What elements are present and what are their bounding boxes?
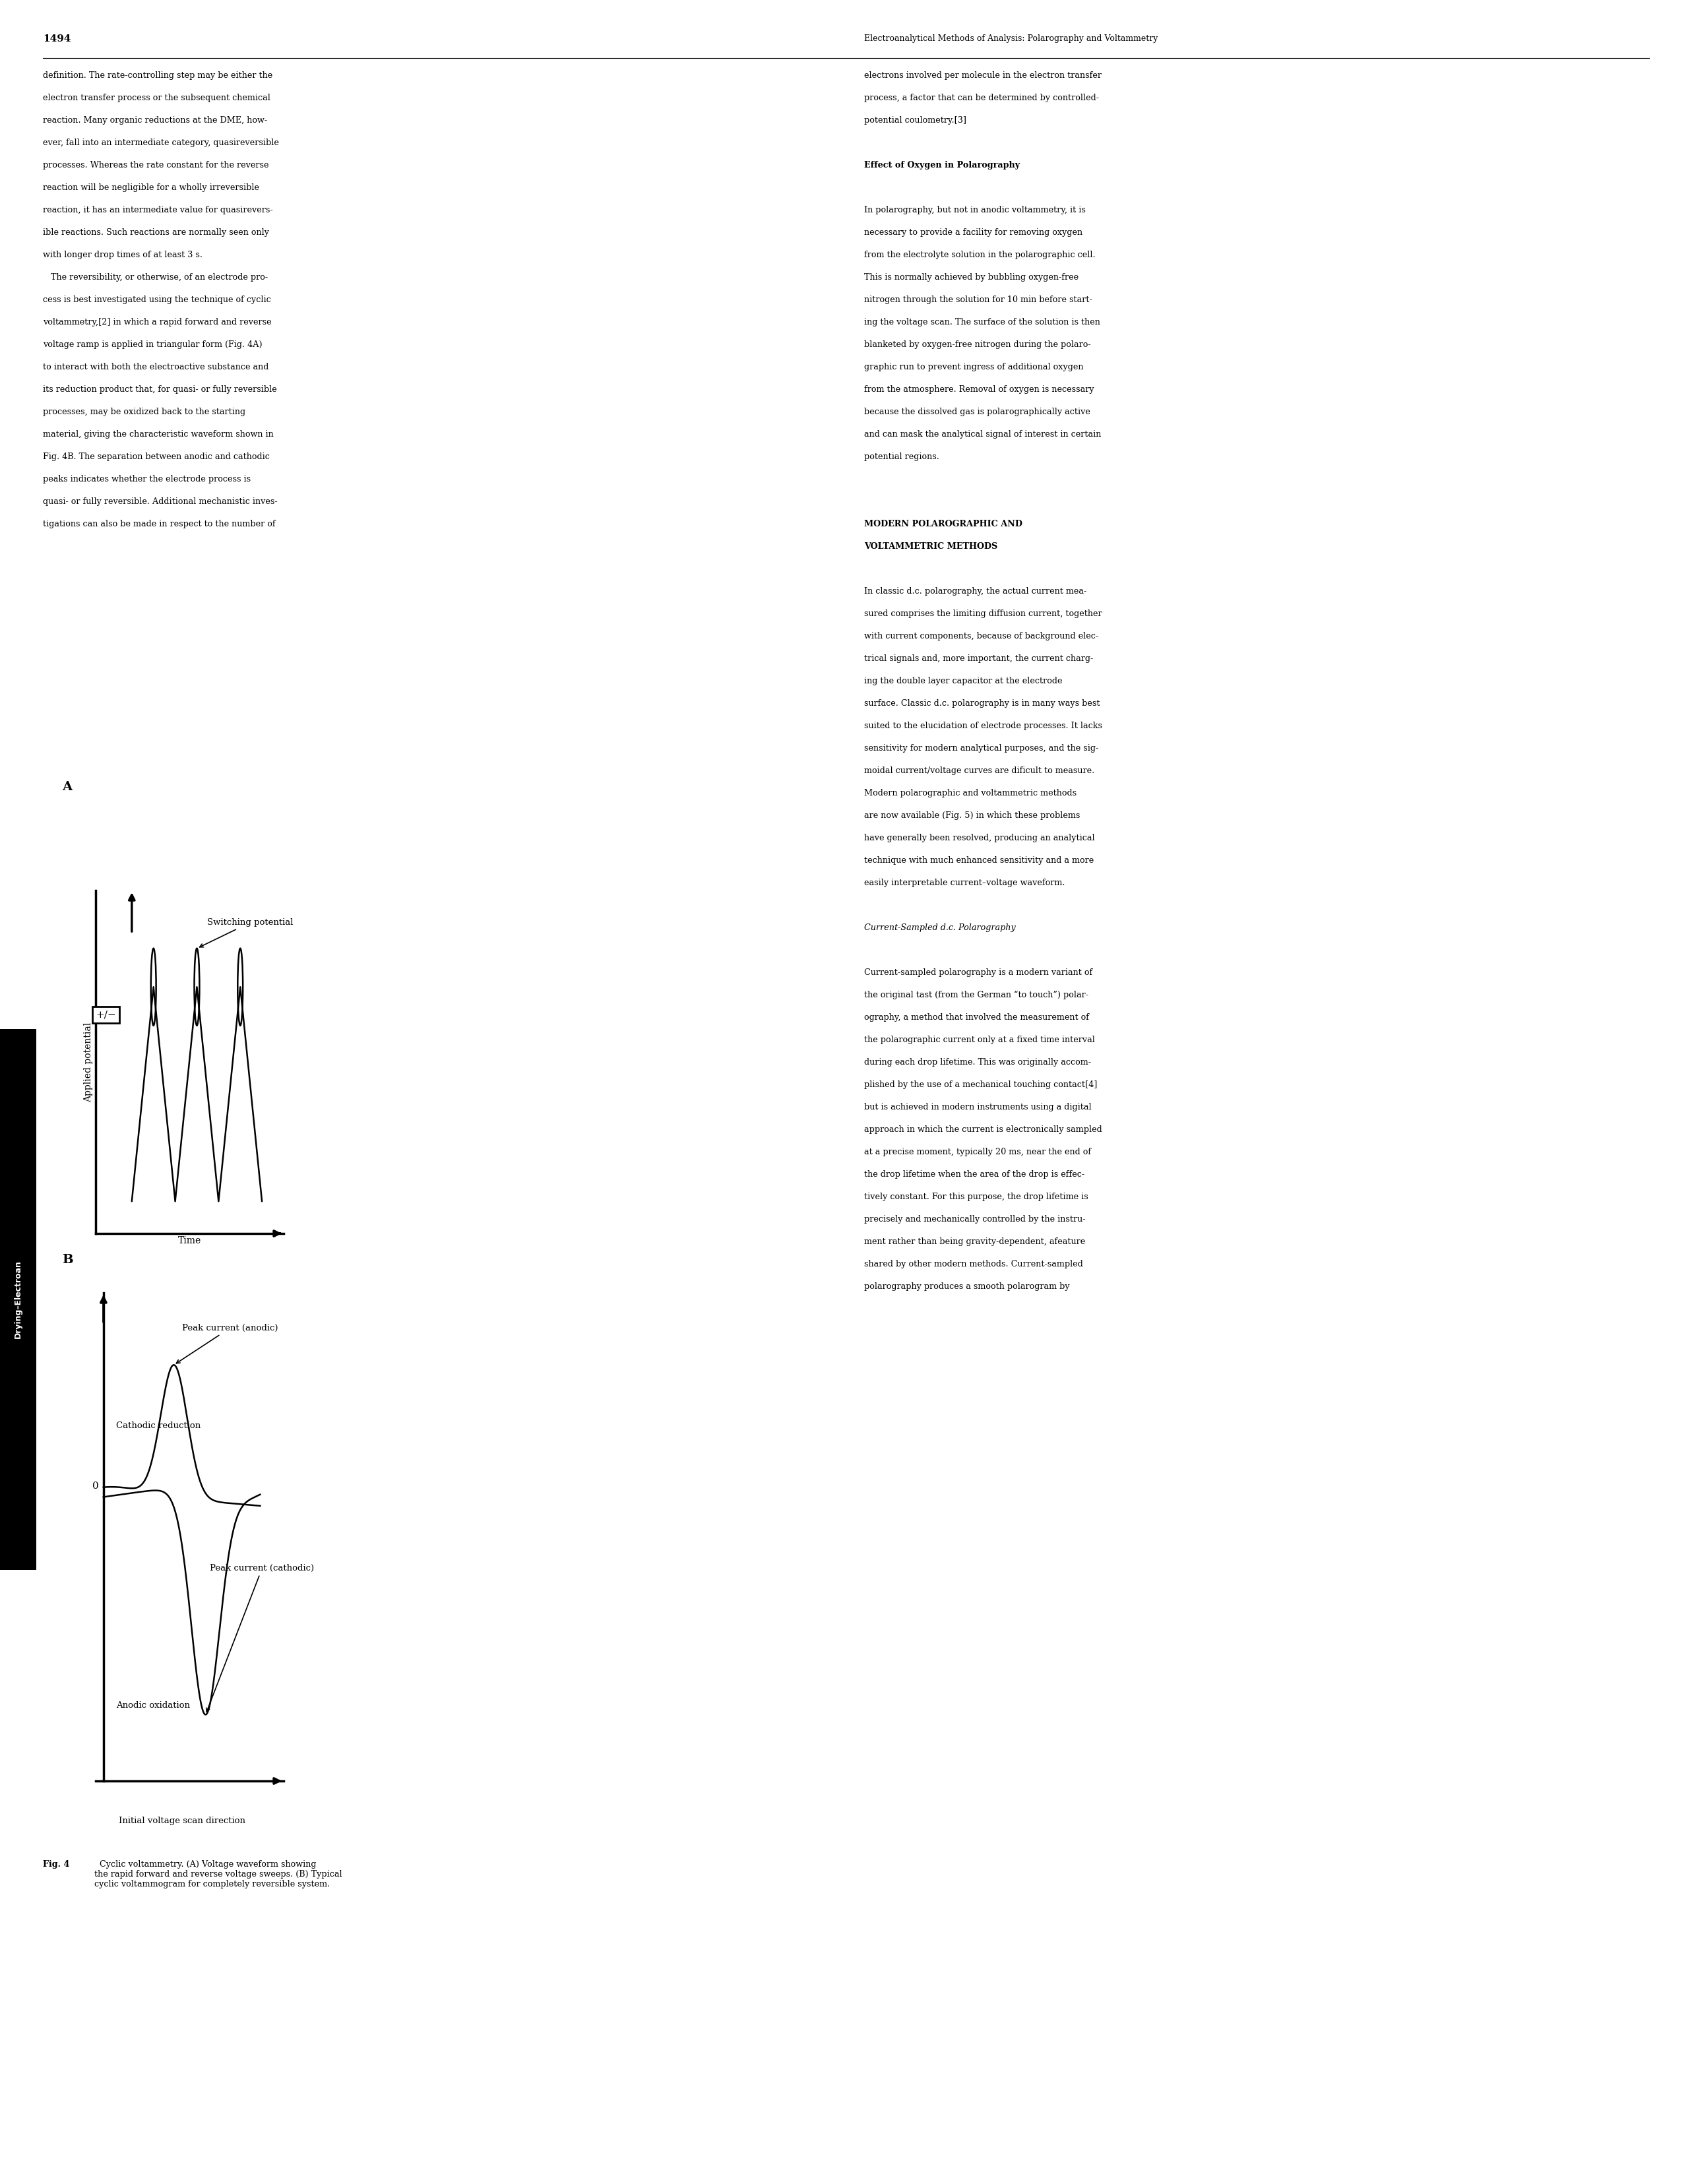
Text: Switching potential: Switching potential bbox=[199, 917, 292, 948]
Text: are now available (Fig. 5) in which these problems: are now available (Fig. 5) in which thes… bbox=[864, 810, 1080, 819]
Text: This is normally achieved by bubbling oxygen-free: This is normally achieved by bubbling ox… bbox=[864, 273, 1078, 282]
Text: plished by the use of a mechanical touching contact[4]: plished by the use of a mechanical touch… bbox=[864, 1081, 1097, 1090]
Text: processes. Whereas the rate constant for the reverse: processes. Whereas the rate constant for… bbox=[42, 162, 269, 170]
Text: voltage ramp is applied in triangular form (Fig. 4A): voltage ramp is applied in triangular fo… bbox=[42, 341, 262, 349]
Y-axis label: Applied potential: Applied potential bbox=[84, 1022, 93, 1103]
Text: at a precise moment, typically 20 ms, near the end of: at a precise moment, typically 20 ms, ne… bbox=[864, 1149, 1092, 1155]
Text: blanketed by oxygen-free nitrogen during the polaro-: blanketed by oxygen-free nitrogen during… bbox=[864, 341, 1090, 349]
Text: surface. Classic d.c. polarography is in many ways best: surface. Classic d.c. polarography is in… bbox=[864, 699, 1100, 708]
Text: MODERN POLAROGRAPHIC AND: MODERN POLAROGRAPHIC AND bbox=[864, 520, 1022, 529]
Text: Initial voltage scan direction: Initial voltage scan direction bbox=[118, 1817, 245, 1826]
Text: electron transfer process or the subsequent chemical: electron transfer process or the subsequ… bbox=[42, 94, 270, 103]
Text: have generally been resolved, producing an analytical: have generally been resolved, producing … bbox=[864, 834, 1095, 843]
Text: polarography produces a smooth polarogram by: polarography produces a smooth polarogra… bbox=[864, 1282, 1070, 1291]
Text: Cathodic reduction: Cathodic reduction bbox=[117, 1422, 201, 1431]
Text: VOLTAMMETRIC METHODS: VOLTAMMETRIC METHODS bbox=[864, 542, 997, 550]
Text: ing the double layer capacitor at the electrode: ing the double layer capacitor at the el… bbox=[864, 677, 1063, 686]
Text: ment rather than being gravity-dependent, afeature: ment rather than being gravity-dependent… bbox=[864, 1238, 1085, 1247]
Text: ever, fall into an intermediate category, quasireversible: ever, fall into an intermediate category… bbox=[42, 138, 279, 146]
Text: Modern polarographic and voltammetric methods: Modern polarographic and voltammetric me… bbox=[864, 788, 1077, 797]
Text: Peak current (anodic): Peak current (anodic) bbox=[176, 1324, 277, 1363]
Text: Peak current (cathodic): Peak current (cathodic) bbox=[206, 1564, 314, 1712]
Text: ible reactions. Such reactions are normally seen only: ible reactions. Such reactions are norma… bbox=[42, 229, 269, 236]
Text: B: B bbox=[63, 1254, 73, 1267]
Text: cess is best investigated using the technique of cyclic: cess is best investigated using the tech… bbox=[42, 295, 270, 304]
Text: process, a factor that can be determined by controlled-: process, a factor that can be determined… bbox=[864, 94, 1098, 103]
Text: the original tast (from the German “to touch”) polar-: the original tast (from the German “to t… bbox=[864, 992, 1088, 1000]
Text: potential regions.: potential regions. bbox=[864, 452, 940, 461]
Text: nitrogen through the solution for 10 min before start-: nitrogen through the solution for 10 min… bbox=[864, 295, 1092, 304]
Text: peaks indicates whether the electrode process is: peaks indicates whether the electrode pr… bbox=[42, 474, 250, 483]
Text: tigations can also be made in respect to the number of: tigations can also be made in respect to… bbox=[42, 520, 275, 529]
Text: the drop lifetime when the area of the drop is effec-: the drop lifetime when the area of the d… bbox=[864, 1171, 1085, 1179]
Text: Anodic oxidation: Anodic oxidation bbox=[117, 1701, 189, 1710]
Text: ography, a method that involved the measurement of: ography, a method that involved the meas… bbox=[864, 1013, 1088, 1022]
Text: Fig. 4: Fig. 4 bbox=[42, 1861, 69, 1870]
Text: reaction will be negligible for a wholly irreversible: reaction will be negligible for a wholly… bbox=[42, 183, 259, 192]
Text: approach in which the current is electronically sampled: approach in which the current is electro… bbox=[864, 1125, 1102, 1133]
Text: technique with much enhanced sensitivity and a more: technique with much enhanced sensitivity… bbox=[864, 856, 1093, 865]
Text: moidal current/voltage curves are dificult to measure.: moidal current/voltage curves are dificu… bbox=[864, 767, 1095, 775]
Text: reaction. Many organic reductions at the DME, how-: reaction. Many organic reductions at the… bbox=[42, 116, 267, 124]
Text: its reduction product that, for quasi- or fully reversible: its reduction product that, for quasi- o… bbox=[42, 384, 277, 393]
Text: graphic run to prevent ingress of additional oxygen: graphic run to prevent ingress of additi… bbox=[864, 363, 1083, 371]
Text: voltammetry,[2] in which a rapid forward and reverse: voltammetry,[2] in which a rapid forward… bbox=[42, 319, 272, 328]
Text: easily interpretable current–voltage waveform.: easily interpretable current–voltage wav… bbox=[864, 878, 1065, 887]
Text: the polarographic current only at a fixed time interval: the polarographic current only at a fixe… bbox=[864, 1035, 1095, 1044]
Text: sured comprises the limiting diffusion current, together: sured comprises the limiting diffusion c… bbox=[864, 609, 1102, 618]
Text: electrons involved per molecule in the electron transfer: electrons involved per molecule in the e… bbox=[864, 72, 1102, 81]
Text: suited to the elucidation of electrode processes. It lacks: suited to the elucidation of electrode p… bbox=[864, 721, 1102, 729]
Text: In polarography, but not in anodic voltammetry, it is: In polarography, but not in anodic volta… bbox=[864, 205, 1085, 214]
Text: Current-Sampled d.c. Polarography: Current-Sampled d.c. Polarography bbox=[864, 924, 1016, 933]
Text: with current components, because of background elec-: with current components, because of back… bbox=[864, 631, 1098, 640]
Text: and can mask the analytical signal of interest in certain: and can mask the analytical signal of in… bbox=[864, 430, 1102, 439]
Text: The reversibility, or otherwise, of an electrode pro-: The reversibility, or otherwise, of an e… bbox=[42, 273, 269, 282]
Text: A: A bbox=[63, 780, 71, 793]
Text: trical signals and, more important, the current charg-: trical signals and, more important, the … bbox=[864, 655, 1093, 664]
X-axis label: Time: Time bbox=[177, 1236, 201, 1245]
Text: sensitivity for modern analytical purposes, and the sig-: sensitivity for modern analytical purpos… bbox=[864, 745, 1098, 753]
Text: to interact with both the electroactive substance and: to interact with both the electroactive … bbox=[42, 363, 269, 371]
Text: Drying–Electroan: Drying–Electroan bbox=[14, 1260, 22, 1339]
Bar bbox=[0, 1029, 35, 1570]
Text: from the atmosphere. Removal of oxygen is necessary: from the atmosphere. Removal of oxygen i… bbox=[864, 384, 1093, 393]
Text: definition. The rate-controlling step may be either the: definition. The rate-controlling step ma… bbox=[42, 72, 272, 81]
Text: ing the voltage scan. The surface of the solution is then: ing the voltage scan. The surface of the… bbox=[864, 319, 1100, 328]
Text: processes, may be oxidized back to the starting: processes, may be oxidized back to the s… bbox=[42, 408, 245, 417]
Text: tively constant. For this purpose, the drop lifetime is: tively constant. For this purpose, the d… bbox=[864, 1192, 1088, 1201]
Text: potential coulometry.[3]: potential coulometry.[3] bbox=[864, 116, 967, 124]
Text: 1494: 1494 bbox=[42, 35, 71, 44]
Text: from the electrolyte solution in the polarographic cell.: from the electrolyte solution in the pol… bbox=[864, 251, 1095, 260]
Text: but is achieved in modern instruments using a digital: but is achieved in modern instruments us… bbox=[864, 1103, 1092, 1112]
Text: material, giving the characteristic waveform shown in: material, giving the characteristic wave… bbox=[42, 430, 274, 439]
Text: with longer drop times of at least 3 s.: with longer drop times of at least 3 s. bbox=[42, 251, 203, 260]
Text: In classic d.c. polarography, the actual current mea-: In classic d.c. polarography, the actual… bbox=[864, 587, 1087, 596]
Text: reaction, it has an intermediate value for quasirevers-: reaction, it has an intermediate value f… bbox=[42, 205, 272, 214]
Text: shared by other modern methods. Current-sampled: shared by other modern methods. Current-… bbox=[864, 1260, 1083, 1269]
Text: Effect of Oxygen in Polarography: Effect of Oxygen in Polarography bbox=[864, 162, 1019, 170]
Text: during each drop lifetime. This was originally accom-: during each drop lifetime. This was orig… bbox=[864, 1057, 1092, 1066]
Text: Current-sampled polarography is a modern variant of: Current-sampled polarography is a modern… bbox=[864, 968, 1092, 976]
Text: necessary to provide a facility for removing oxygen: necessary to provide a facility for remo… bbox=[864, 229, 1083, 236]
Text: because the dissolved gas is polarographically active: because the dissolved gas is polarograph… bbox=[864, 408, 1090, 417]
Text: Electroanalytical Methods of Analysis: Polarography and Voltammetry: Electroanalytical Methods of Analysis: P… bbox=[864, 35, 1158, 44]
Text: quasi- or fully reversible. Additional mechanistic inves-: quasi- or fully reversible. Additional m… bbox=[42, 498, 277, 507]
Text: Cyclic voltammetry. (A) Voltage waveform showing
the rapid forward and reverse v: Cyclic voltammetry. (A) Voltage waveform… bbox=[95, 1861, 341, 1889]
Text: precisely and mechanically controlled by the instru-: precisely and mechanically controlled by… bbox=[864, 1214, 1085, 1223]
Text: +/−: +/− bbox=[96, 1011, 117, 1020]
Text: 0: 0 bbox=[93, 1481, 98, 1489]
Text: Fig. 4B. The separation between anodic and cathodic: Fig. 4B. The separation between anodic a… bbox=[42, 452, 270, 461]
